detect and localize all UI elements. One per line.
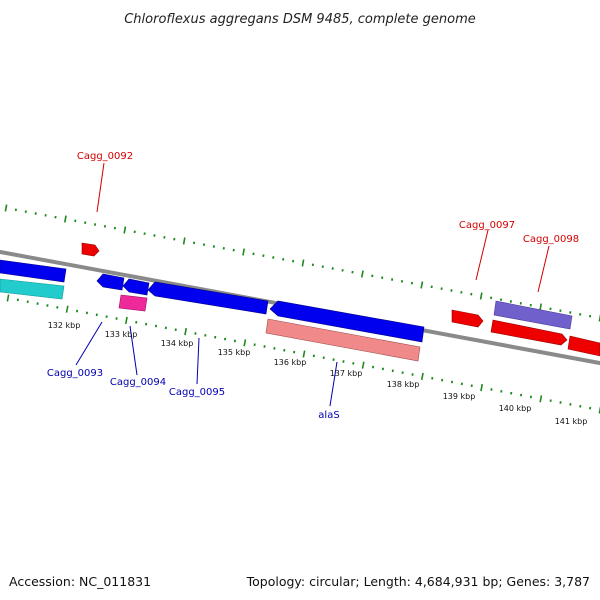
- label-cagg-0093[interactable]: Cagg_0093: [47, 368, 103, 379]
- scale-label: 134 kbp: [161, 339, 194, 348]
- connector-alas: [329, 361, 338, 407]
- inner-major-tick: [124, 316, 128, 324]
- gene-cagg-0095[interactable]: [147, 281, 269, 315]
- inner-major-tick: [420, 372, 424, 380]
- scale-label: 138 kbp: [387, 380, 420, 389]
- scale-label: 140 kbp: [499, 404, 532, 413]
- scale-label: 136 kbp: [274, 358, 307, 367]
- feature-pink[interactable]: [118, 294, 148, 312]
- outer-major-tick: [123, 226, 127, 234]
- map-title: Chloroflexus aggregans DSM 9485, complet…: [124, 12, 476, 27]
- gene-alas[interactable]: [269, 300, 425, 343]
- outer-major-tick: [301, 259, 305, 267]
- inner-major-tick: [480, 384, 484, 392]
- label-connectors: [75, 162, 550, 407]
- scale-label: 139 kbp: [443, 392, 476, 401]
- rna-feature-track: [0, 278, 421, 362]
- rna-cyan[interactable]: [0, 278, 65, 300]
- scale-labels: 132 kbp 133 kbp 134 kbp 135 kbp 136 kbp …: [48, 321, 588, 426]
- inner-major-tick: [243, 339, 247, 347]
- reverse-gene-track: [0, 259, 425, 343]
- gene-labels: Cagg_0092 Cagg_0097 Cagg_0098 Cagg_0093 …: [47, 151, 579, 421]
- inner-major-tick: [6, 294, 10, 302]
- outer-major-tick: [539, 303, 543, 311]
- outer-major-tick: [182, 237, 186, 245]
- gene-next[interactable]: [567, 335, 600, 357]
- outer-major-tick: [479, 292, 483, 300]
- connector-cagg-0093: [75, 321, 103, 366]
- inner-major-tick: [539, 395, 543, 403]
- outer-major-tick: [63, 215, 67, 223]
- label-cagg-0092[interactable]: Cagg_0092: [77, 151, 133, 162]
- label-alas[interactable]: alaS: [318, 410, 339, 421]
- label-cagg-0095[interactable]: Cagg_0095: [169, 387, 225, 398]
- connector-cagg-0097: [475, 229, 489, 281]
- connector-cagg-0092: [96, 162, 105, 213]
- scale-label: 135 kbp: [218, 348, 251, 357]
- gene-cagg-0097[interactable]: [451, 309, 484, 328]
- label-cagg-0098[interactable]: Cagg_0098: [523, 234, 579, 245]
- inner-major-tick: [65, 305, 69, 313]
- outer-major-tick: [242, 248, 246, 256]
- scale-label: 132 kbp: [48, 321, 81, 330]
- inner-tick-track: [6, 294, 600, 414]
- feature-purple[interactable]: [493, 300, 573, 330]
- scale-label: 141 kbp: [555, 417, 588, 426]
- gene-cagg-0092[interactable]: [81, 242, 100, 257]
- label-cagg-0097[interactable]: Cagg_0097: [459, 220, 515, 231]
- outer-major-tick: [4, 204, 8, 212]
- outer-major-tick: [360, 270, 364, 278]
- scale-label: 137 kbp: [330, 369, 363, 378]
- forward-gene-track: [81, 242, 600, 357]
- gene-cagg-0098[interactable]: [490, 319, 568, 346]
- inner-major-tick: [361, 361, 365, 369]
- accession-text: Accession: NC_011831: [9, 574, 151, 589]
- label-cagg-0094[interactable]: Cagg_0094: [110, 377, 166, 388]
- inner-major-tick: [184, 328, 188, 336]
- summary-text: Topology: circular; Length: 4,684,931 bp…: [246, 574, 590, 589]
- gene-left-reverse[interactable]: [0, 259, 67, 283]
- outer-major-tick: [420, 281, 424, 289]
- scale-label: 133 kbp: [105, 330, 138, 339]
- inner-major-tick: [302, 350, 306, 358]
- connector-cagg-0095: [196, 337, 200, 385]
- connector-cagg-0098: [537, 245, 550, 293]
- connector-cagg-0094: [129, 325, 138, 376]
- gene-cagg-0093[interactable]: [96, 273, 125, 291]
- gene-cagg-0094[interactable]: [122, 278, 150, 296]
- feature-salmon[interactable]: [265, 318, 421, 362]
